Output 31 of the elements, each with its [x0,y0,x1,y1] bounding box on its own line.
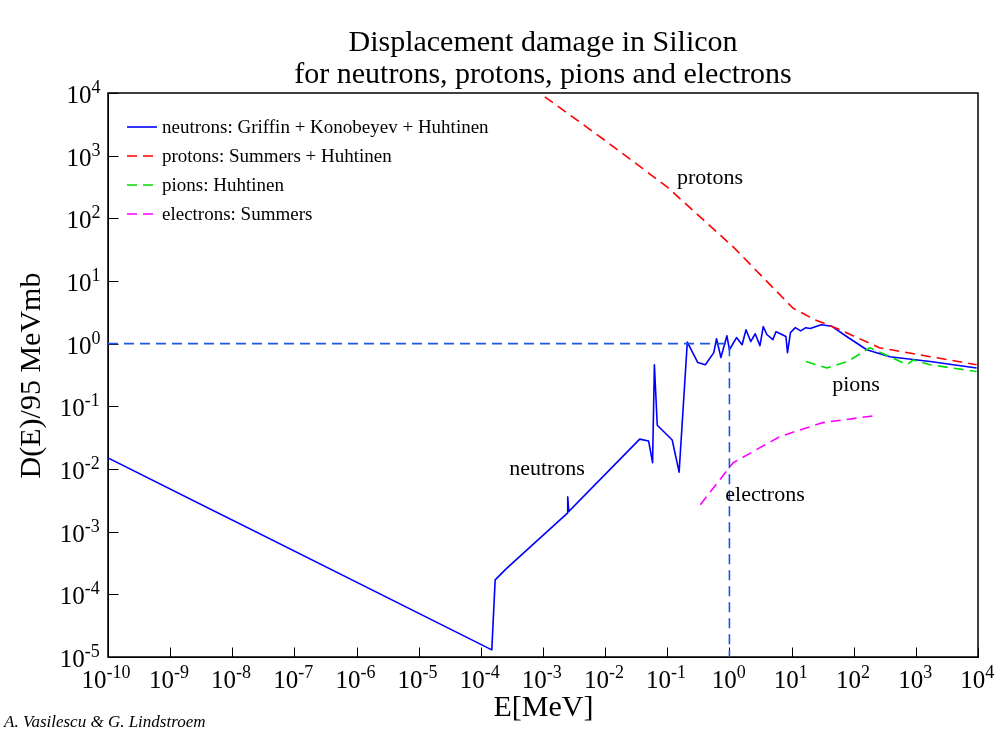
y-axis-title: D(E)/95 MeVmb [13,272,47,479]
y-tick-label: 10$^{1}$ [66,264,101,296]
x-tick-label: 10$^{-8}$ [211,662,252,693]
y-tick-label: 10$^{3}$ [66,139,101,171]
x-tick-label: 10$^{-5}$ [397,662,438,693]
y-tick-label: 10$^{-5}$ [59,640,100,672]
x-tick-label: 10$^{0}$ [711,662,746,693]
annotation: protons [677,164,743,189]
legend-label: electrons: Summers [162,203,313,224]
x-tick-label: 10$^{4}$ [960,662,995,693]
x-tick-label: 10$^{2}$ [836,662,870,693]
x-tick-label: 10$^{3}$ [898,662,933,693]
y-tick-label: 10$^{-4}$ [59,578,100,610]
x-tick-label: 10$^{-6}$ [335,662,376,693]
annotation: pions [832,371,880,396]
y-tick-label: 10$^{-3}$ [59,515,100,547]
y-tick-label: 10$^{0}$ [66,327,101,359]
y-tick-label: 10$^{4}$ [66,76,101,108]
y-tick-label: 10$^{-1}$ [59,390,100,422]
legend-label: neutrons: Griffin + Konobeyev + Huhtinen [162,116,490,137]
x-tick-label: 10$^{-1}$ [646,662,687,693]
x-tick-label: 10$^{1}$ [773,662,808,693]
y-tick-label: 10$^{-2}$ [59,452,100,484]
y-tick-label: 10$^{2}$ [66,202,101,234]
legend-label: pions: Huhtinen [162,174,285,195]
chart-title: Displacement damage in Silicon [348,23,738,57]
x-tick-label: 10$^{-9}$ [148,662,189,693]
text: A. Vasilescu & G. Lindstroem [4,712,206,732]
legend-label: protons: Summers + Huhtinen [162,145,393,166]
annotation: neutrons [509,455,585,480]
x-tick-label: 10$^{-7}$ [273,662,314,693]
